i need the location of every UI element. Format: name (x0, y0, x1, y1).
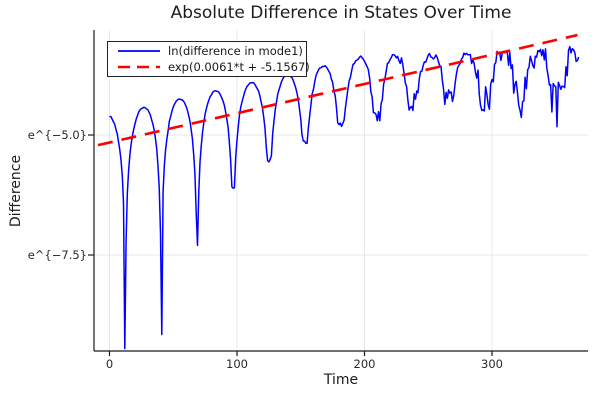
x-axis-label: Time (323, 372, 359, 388)
legend-red-line-sample (118, 65, 160, 69)
x-tick-label-0: 0 (105, 357, 114, 371)
chart-title: Absolute Difference in States Over Time (170, 3, 512, 23)
legend-label-red: exp(0.0061*t + -5.1567) (168, 60, 310, 74)
legend-entry-red: exp(0.0061*t + -5.1567) (116, 59, 310, 75)
legend-blue-line-sample (118, 50, 160, 52)
y-tick-label-e-7-5: e^{−7.5} (27, 248, 87, 262)
legend-box: ln(difference in mode1) exp(0.0061*t + -… (107, 41, 310, 77)
x-tick-label-200: 200 (353, 357, 376, 371)
y-tick-label-e-5: e^{−5.0} (27, 128, 87, 142)
legend-label-blue: ln(difference in mode1) (168, 44, 303, 58)
legend-entry-blue: ln(difference in mode1) (116, 43, 303, 59)
x-tick-label-300: 300 (481, 357, 503, 371)
red-fit-line (97, 33, 578, 147)
x-tick-label-100: 100 (226, 357, 248, 371)
blue-series-line (109, 45, 580, 350)
y-axis-label: Difference (8, 154, 24, 228)
